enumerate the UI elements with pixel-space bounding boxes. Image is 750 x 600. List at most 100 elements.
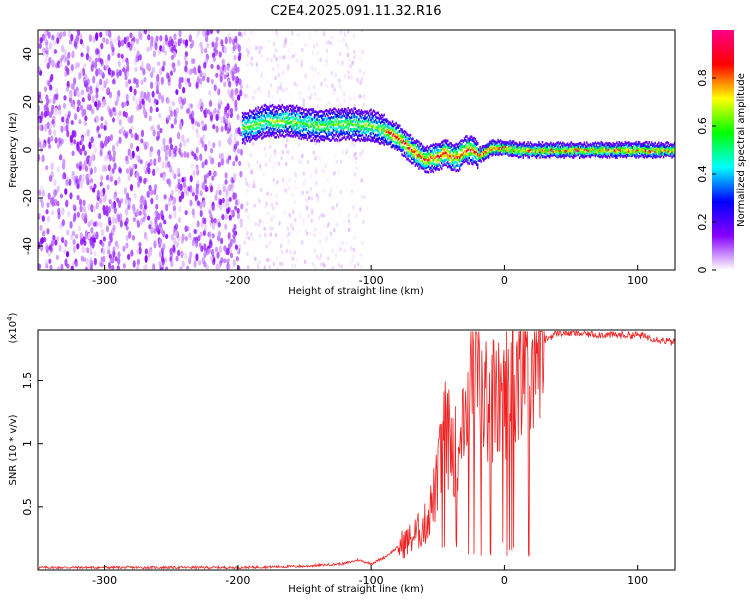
spectrogram-cell [234, 99, 238, 108]
spectrogram-cell [396, 145, 399, 148]
spectrogram-cell [125, 225, 129, 231]
spectrogram-cell [271, 165, 275, 170]
spectrogram-cell [310, 196, 314, 201]
spectrogram-cell [64, 239, 68, 248]
spectrogram-cell [620, 152, 623, 155]
spectrogram-cell [508, 142, 510, 145]
spectrogram-cell [130, 249, 134, 257]
spectrogram-cell [293, 81, 297, 86]
spectrogram-cell [319, 120, 322, 124]
spectrogram-cell [502, 149, 504, 152]
spectrogram-cell [196, 169, 200, 176]
spectrogram-cell [458, 147, 461, 150]
spectrogram-cell [400, 149, 402, 153]
spectrogram-cell [64, 258, 68, 267]
spectrogram-cell [488, 150, 491, 154]
spectrogram-cell [175, 255, 179, 262]
spectrogram-cell [161, 65, 165, 72]
spectrogram-cell [440, 141, 443, 144]
spectrogram-cell [127, 41, 131, 48]
spectrogram-cell [308, 35, 312, 40]
spectrogram-cell [333, 121, 335, 124]
spectrogram-cell [291, 54, 295, 59]
spectrogram-cell [605, 145, 607, 149]
spectrogram-cell [422, 149, 425, 153]
spectrogram-cell [584, 145, 587, 149]
spectrogram-cell [493, 140, 496, 143]
spectrogram-cell [509, 149, 511, 152]
spectrogram-cell [285, 248, 289, 254]
spectrogram-cell [204, 247, 208, 254]
spectrogram-cell [297, 134, 299, 137]
spectrogram-cell [396, 124, 399, 127]
spectrogram-cell [275, 201, 279, 206]
spectrogram-cell [89, 185, 93, 191]
spectrogram-cell [494, 140, 497, 144]
spectrogram-cell [550, 143, 552, 146]
spectrogram-cell [41, 154, 45, 163]
spectrogram-cell [490, 146, 492, 150]
spectrogram-cell [317, 215, 321, 220]
spectrogram-cell [617, 154, 619, 157]
spectrogram-cell [117, 176, 121, 184]
spectrogram-cell [136, 181, 141, 188]
spectrogram-cell [602, 147, 605, 151]
spectrogram-cell [605, 147, 607, 151]
spectrogram-cell [169, 70, 174, 76]
spectrogram-cell [265, 119, 268, 123]
spectrogram-cell [266, 257, 270, 263]
spectrogram-cell [124, 111, 128, 119]
spectrogram-cell [433, 167, 436, 170]
spectrogram-cell [312, 84, 316, 90]
spectrogram-cell [312, 44, 316, 49]
spectrogram-cell [217, 231, 222, 238]
spectrogram-cell [313, 248, 317, 253]
spectrogram-cell [112, 224, 116, 232]
spectrogram-cell [324, 62, 327, 67]
spectrogram-cell [104, 120, 108, 127]
spectrogram-cell [618, 152, 620, 155]
spectrogram-cell [371, 130, 373, 134]
spectrogram-cell [601, 152, 604, 156]
spectrogram-cell [125, 234, 129, 242]
spectrogram-cell [348, 58, 352, 63]
spectrogram-cell [282, 119, 285, 123]
spectrogram-cell [244, 133, 246, 136]
spectrogram-cell [419, 161, 421, 164]
spectrogram-cell [58, 137, 62, 144]
spectrogram-cell [488, 144, 491, 148]
spectrogram-cell [152, 50, 157, 58]
spectrogram-cell [45, 165, 49, 171]
spectrogram-cell [458, 141, 461, 144]
spectrogram-cell [258, 129, 261, 133]
spectrogram-cell [74, 62, 78, 70]
spectrogram-cell [349, 116, 352, 120]
spectrogram-cell [80, 52, 84, 58]
spectrogram-cell [503, 141, 505, 144]
spectrogram-cell [342, 124, 345, 127]
spectrogram-cell [472, 137, 474, 140]
spectrogram-cell [310, 131, 312, 135]
spectrogram-cell [417, 159, 419, 163]
spectrogram-cell [338, 83, 341, 88]
spectrogram-cell [605, 152, 607, 155]
spectrogram-cell [275, 119, 277, 123]
spectrogram-cell [273, 107, 275, 111]
spectrogram-cell [319, 82, 323, 87]
spectrogram-cell [395, 146, 397, 149]
spectrogram-cell [355, 260, 359, 266]
spectrogram-cell [473, 160, 475, 164]
spectrogram-cell [394, 140, 396, 144]
spectrogram-cell [282, 110, 285, 114]
spectrogram-cell [371, 116, 373, 120]
spectrogram-cell [331, 83, 334, 89]
spectrogram-cell [552, 150, 555, 153]
spectrogram-cell [428, 162, 431, 165]
spectrogram-cell [322, 120, 324, 124]
spectrogram-cell [450, 166, 453, 169]
spectrogram-cell [568, 150, 570, 153]
spectrogram-cell [251, 125, 253, 129]
spectrogram-cell [503, 147, 505, 151]
spectrogram-cell [257, 222, 261, 227]
spectrogram-cell [542, 146, 545, 149]
